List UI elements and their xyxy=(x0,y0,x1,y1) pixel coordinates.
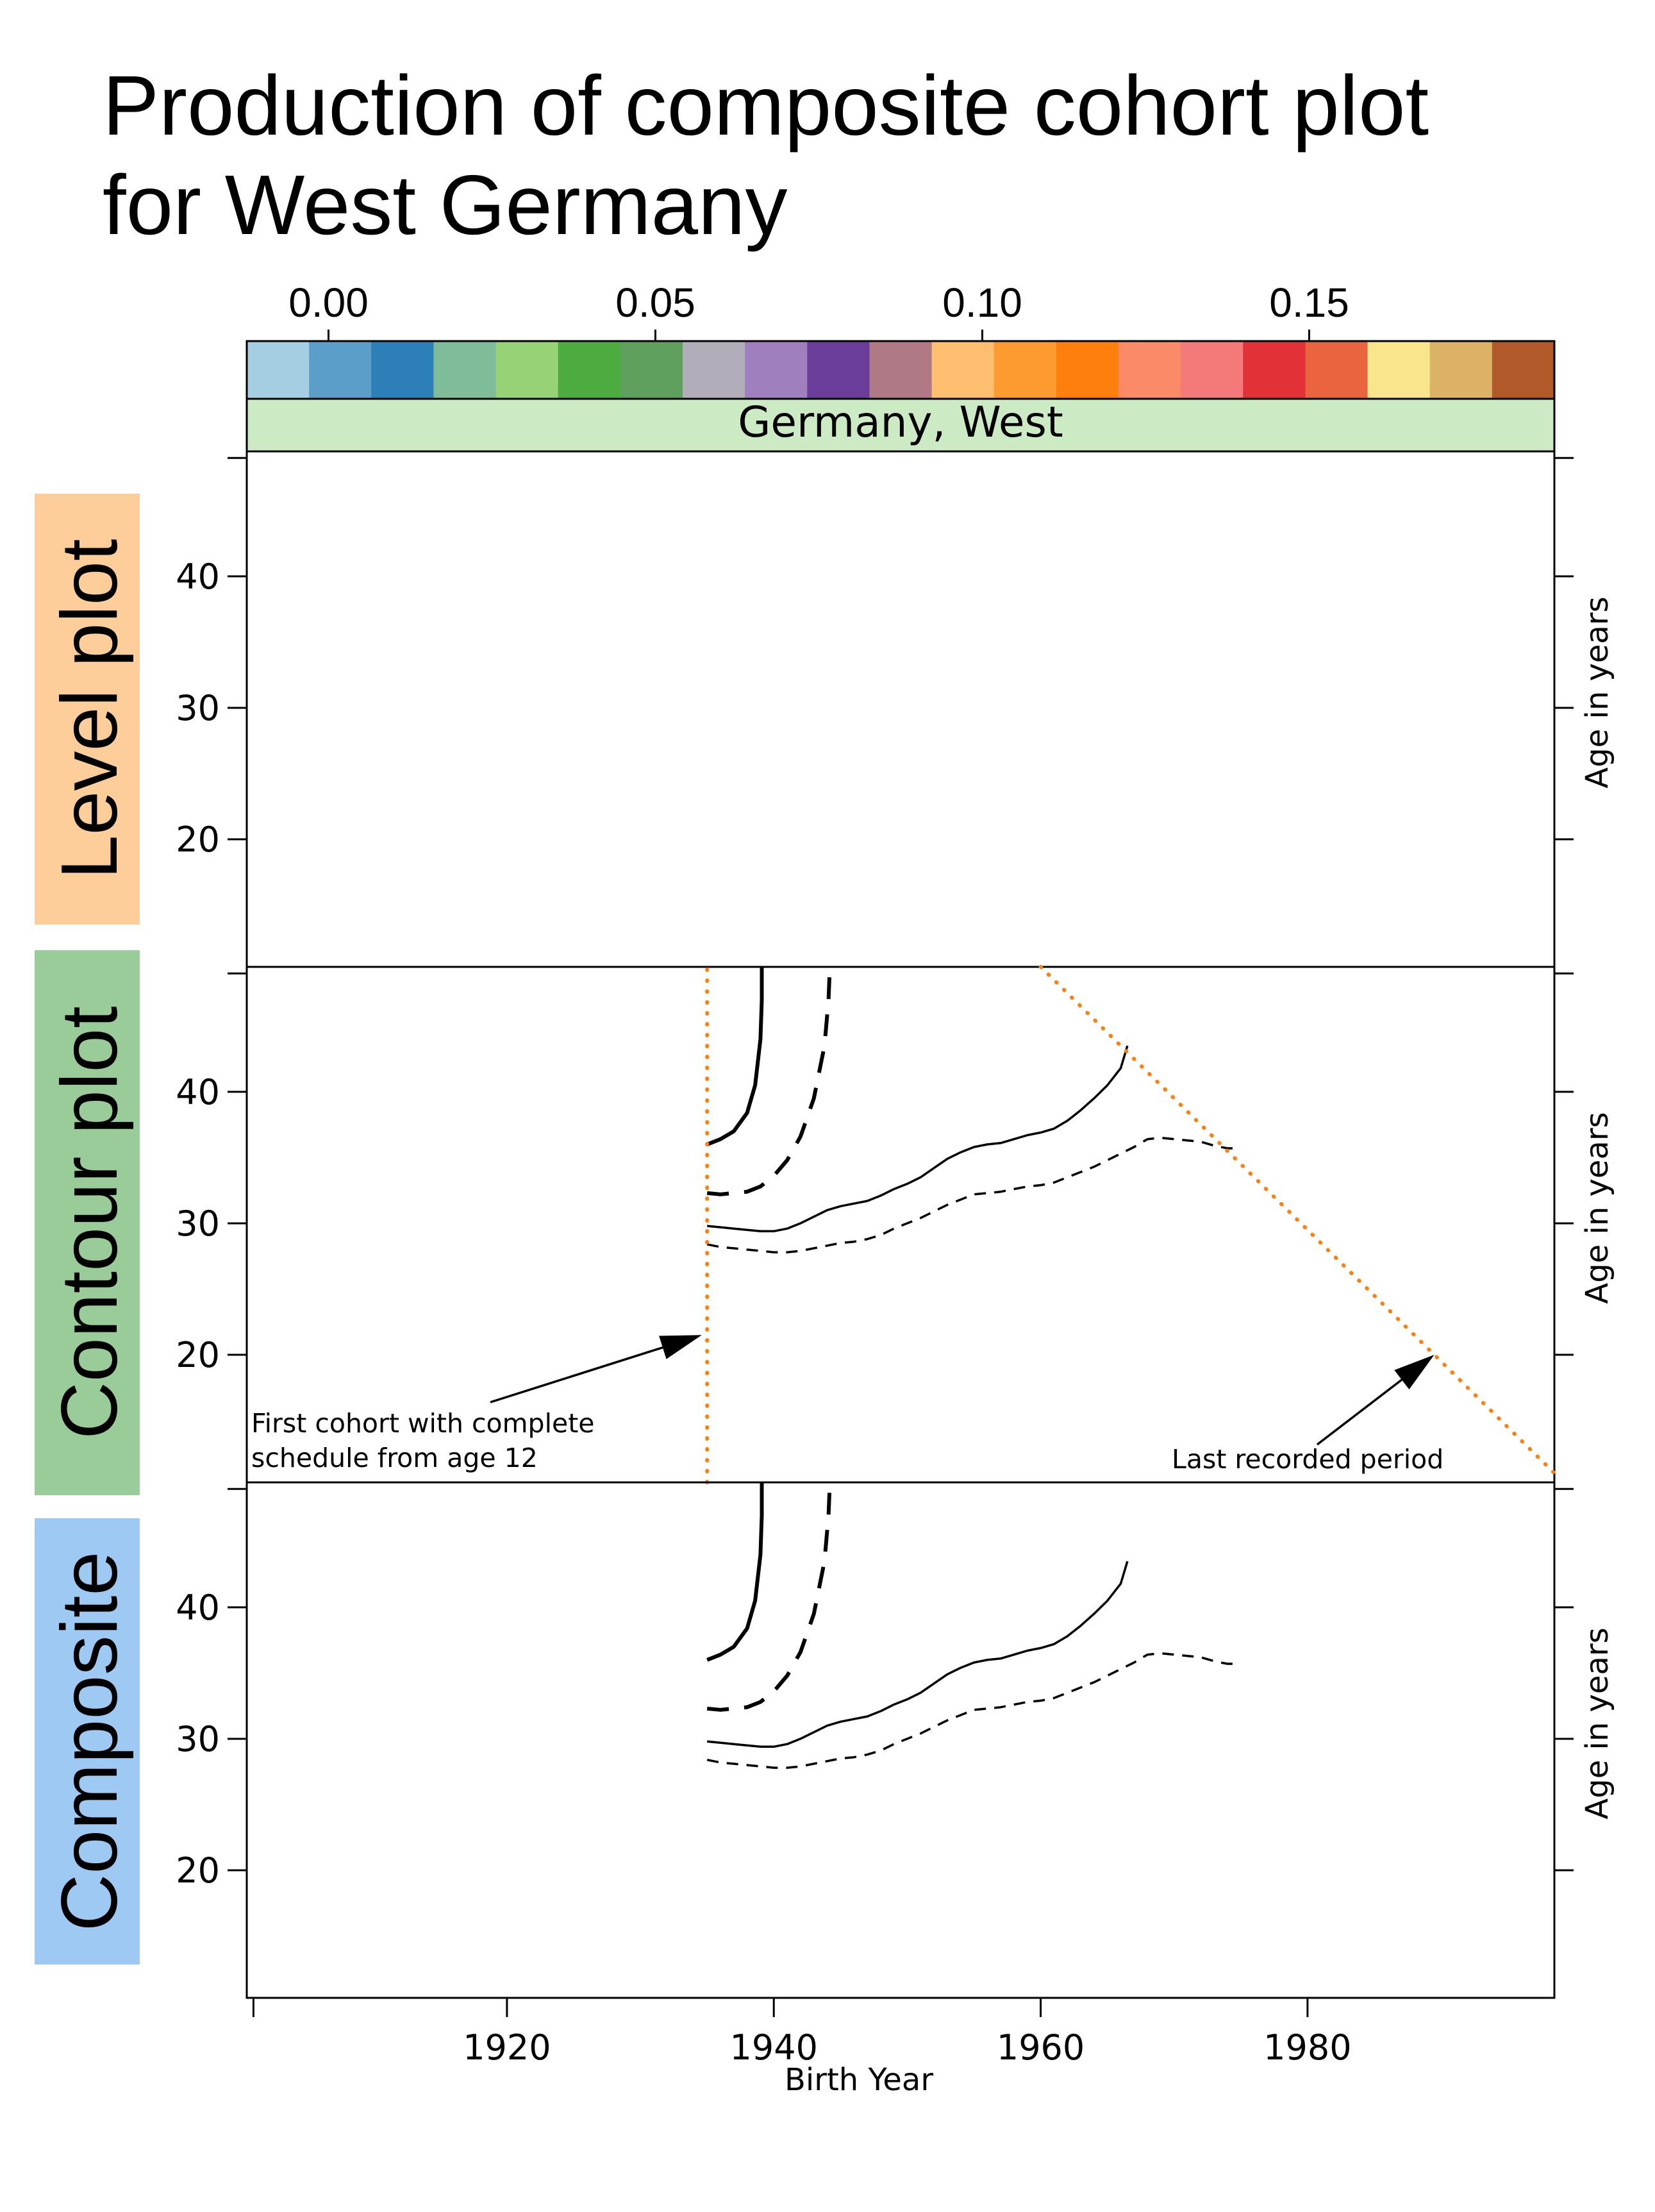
y-tick-label: 40 xyxy=(176,1588,220,1628)
contour-plot-guides xyxy=(705,965,1556,1484)
annotation-first-cohort-line-1: First cohort with complete xyxy=(251,1408,595,1439)
contour-plot-y-axis-title: Age in years xyxy=(1579,1112,1615,1303)
series-line-thin-solid xyxy=(707,1561,1129,1748)
colorbar-swatch xyxy=(807,341,870,399)
colorbar-swatch xyxy=(558,341,621,399)
contour-plot-annotations: First cohort with complete schedule from… xyxy=(251,1335,1443,1475)
contour-plot-frame xyxy=(245,966,1556,1484)
colorbar-tick-label: 0.05 xyxy=(615,280,695,326)
level-plot-label: Level plot xyxy=(46,539,134,880)
x-tick-label: 1920 xyxy=(463,2027,551,2068)
y-tick-label: 20 xyxy=(176,819,220,860)
contour-plot-lines xyxy=(706,966,1235,1253)
composite-frame xyxy=(245,1481,1556,1999)
series-line-thick-dashed xyxy=(706,1482,832,1712)
series-line-thin-solid xyxy=(707,1045,1129,1233)
colorbar-swatch xyxy=(683,341,745,399)
y-tick-label: 30 xyxy=(176,1719,220,1759)
colorbar-swatch xyxy=(931,341,995,399)
y-tick-label: 30 xyxy=(176,688,220,728)
colorbar-swatch xyxy=(433,341,497,399)
colorbar-swatch xyxy=(869,341,933,399)
series-line-thick-solid xyxy=(706,967,764,1146)
annotation-last-period: Last recorded period xyxy=(1172,1444,1443,1475)
contour-plot-label: Contour plot xyxy=(46,1006,134,1439)
composite-y-axis-title: Age in years xyxy=(1579,1627,1615,1819)
contour-plot-label-box xyxy=(35,950,140,1495)
level-plot-frame xyxy=(245,450,1556,968)
level-plot-label-box xyxy=(35,494,140,925)
colorbar-swatch xyxy=(1119,341,1181,399)
strip-label: Germany, West xyxy=(738,398,1063,447)
composite-y-ticks: 20 30 40 xyxy=(176,1487,1574,1891)
arrow-first-cohort-head xyxy=(659,1335,702,1359)
colorbar-swatch xyxy=(1429,341,1493,399)
annotation-first-cohort-line-2: schedule from age 12 xyxy=(251,1443,538,1473)
level-plot-y-axis-title: Age in years xyxy=(1579,596,1615,788)
x-axis: 1920 1940 1960 1980 xyxy=(252,1998,1352,2068)
arrow-first-cohort-shaft xyxy=(490,1346,663,1403)
colorbar-tick-label: 0.00 xyxy=(288,280,369,326)
level-plot-y-ticks: 20 30 40 xyxy=(176,457,1574,860)
series-line-thin-dashed xyxy=(706,1136,1235,1253)
x-axis-title: Birth Year xyxy=(785,2062,933,2098)
series-line-thin-dashed xyxy=(706,1652,1235,1769)
last-period-line xyxy=(1038,965,1556,1475)
colorbar-swatch xyxy=(994,341,1057,399)
figure-title-line-1: Production of composite cohort plot xyxy=(103,58,1429,153)
colorbar-swatch xyxy=(1492,341,1555,399)
composite-lines xyxy=(706,1482,1235,1769)
colorbar-swatch xyxy=(620,341,683,399)
y-tick-label: 30 xyxy=(176,1203,220,1244)
colorbar-swatch xyxy=(309,341,372,399)
y-tick-label: 40 xyxy=(176,557,220,597)
colorbar-swatch xyxy=(1056,341,1119,399)
y-tick-label: 20 xyxy=(176,1850,220,1891)
composite-label: Composite xyxy=(46,1552,134,1932)
colorbar: 0.00 0.05 0.10 0.15 xyxy=(245,280,1556,400)
series-line-thick-solid xyxy=(706,1482,764,1662)
arrow-last-period-shaft xyxy=(1316,1378,1402,1446)
panel-composite: Composite Age in years 20 30 40 xyxy=(35,1481,1615,1999)
colorbar-swatch xyxy=(247,341,310,399)
colorbar-swatch xyxy=(1367,341,1431,399)
colorbar-swatch xyxy=(745,341,808,399)
colorbar-swatch xyxy=(1181,341,1243,399)
panel-level: Level plot Age in years 20 30 40 xyxy=(35,450,1615,968)
arrow-last-period-head xyxy=(1394,1355,1435,1390)
colorbar-tick-label: 0.15 xyxy=(1269,280,1349,326)
y-tick-label: 40 xyxy=(176,1072,220,1112)
strip-background xyxy=(245,398,1556,453)
series-line-thick-dashed xyxy=(706,966,832,1196)
x-tick-label: 1940 xyxy=(730,2027,818,2068)
y-tick-label: 20 xyxy=(176,1335,220,1375)
composite-label-box xyxy=(35,1518,140,1965)
panel-contour: Contour plot Age in years 20 30 40 First c… xyxy=(35,950,1615,1495)
colorbar-swatch xyxy=(1243,341,1306,399)
colorbar-swatch xyxy=(1305,341,1368,399)
contour-plot-y-ticks: 20 30 40 xyxy=(176,972,1574,1375)
x-tick-label: 1980 xyxy=(1263,2027,1351,2068)
colorbar-swatch xyxy=(371,341,434,399)
figure-title-line-2: for West Germany xyxy=(103,158,788,252)
colorbar-swatch xyxy=(495,341,559,399)
x-tick-label: 1960 xyxy=(997,2027,1085,2068)
colorbar-tick-label: 0.10 xyxy=(942,280,1022,326)
